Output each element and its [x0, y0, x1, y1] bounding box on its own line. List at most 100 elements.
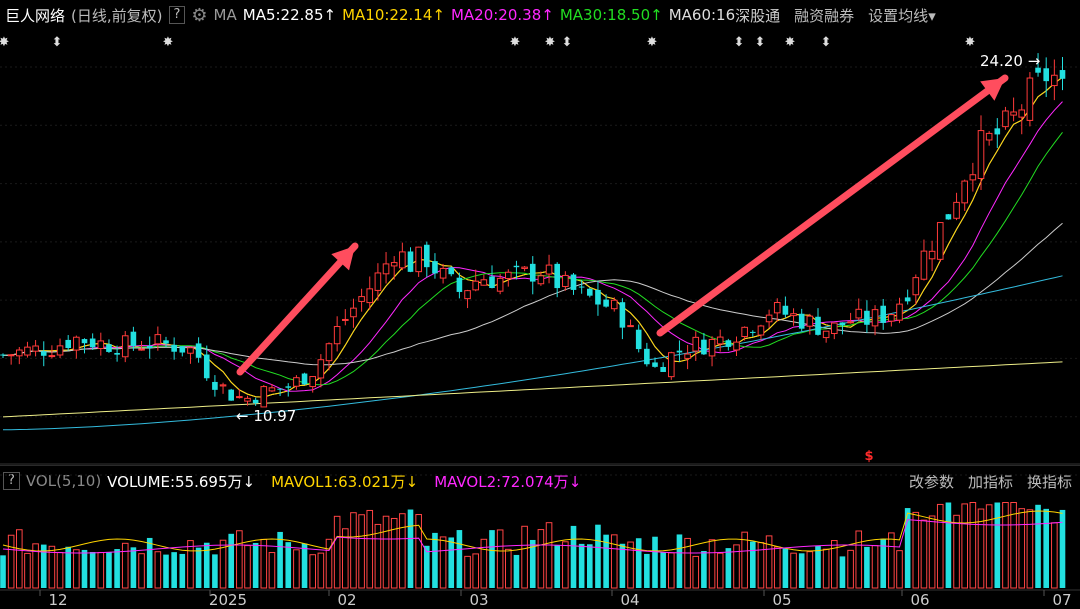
candle-body-up: [773, 301, 781, 314]
annotation-arrow-2: [656, 74, 1009, 337]
change-params-button[interactable]: 改参数: [908, 472, 954, 491]
candle-body-down: [994, 128, 1001, 135]
candle-body-down: [448, 267, 455, 275]
candle-body-up: [953, 201, 960, 219]
price-mode[interactable]: (日线,前复权): [71, 6, 163, 25]
candle-body-up: [138, 348, 145, 351]
volume-bar-up: [985, 504, 993, 589]
candle-body-up: [1002, 110, 1009, 128]
volume-bar-up: [741, 531, 748, 589]
x-axis-label: 03: [469, 591, 488, 609]
candle-body-down: [252, 399, 259, 404]
volume-bar-down: [529, 539, 536, 588]
vol-label[interactable]: VOL(5,10): [25, 472, 102, 490]
volume-bar-down: [130, 547, 137, 588]
volume-bar-down: [448, 537, 455, 588]
volume-bar-up: [73, 549, 80, 589]
x-axis-label: 02: [337, 591, 356, 609]
link-shenguTong[interactable]: 深股通: [735, 6, 781, 25]
volume-bar-up: [627, 541, 634, 589]
candle-body-down: [513, 265, 520, 268]
volume-bar-up: [831, 540, 838, 589]
ma-label[interactable]: MA: [213, 6, 237, 24]
volume-bar-down: [839, 556, 846, 588]
ma10-value: MA10:22.14↑: [342, 6, 445, 24]
candle-body-up: [382, 263, 390, 275]
candle-body-down: [1059, 70, 1066, 79]
volume-bar-down: [660, 552, 666, 588]
volume-bar-up: [293, 549, 300, 589]
candle-body-up: [121, 335, 129, 358]
candle-body-up: [268, 387, 276, 392]
volume-bar-up: [668, 552, 675, 589]
ma-line-30: [2, 131, 1063, 386]
volume-bar-up: [333, 515, 341, 589]
volume-value: VOLUME:55.695万↓: [107, 472, 256, 491]
help-button[interactable]: ?: [168, 6, 186, 24]
candle-body-up: [358, 296, 365, 302]
candle-body-down: [570, 274, 577, 290]
volume-bar-up: [325, 538, 333, 589]
candle-body-up: [496, 277, 504, 292]
link-margin-trading[interactable]: 融资融券: [794, 6, 855, 25]
candle-body-up: [73, 336, 80, 351]
event-marker: ✸: [545, 35, 556, 50]
candle-body-up: [790, 313, 797, 317]
event-marker: ✸: [0, 35, 10, 50]
candle-body-up: [545, 264, 553, 275]
volume-bar-down: [1059, 509, 1066, 588]
volume-bar-up: [505, 548, 512, 589]
volume-bar-up: [920, 519, 928, 589]
volume-bar-down: [994, 502, 1001, 588]
volume-bar-up: [32, 543, 39, 589]
volume-bar-down: [815, 545, 821, 588]
volume-bar-up: [260, 538, 268, 589]
volume-bar-down: [945, 502, 952, 588]
ma-line-250: [2, 361, 1063, 418]
switch-indicator-button[interactable]: 换指标: [1026, 472, 1072, 491]
volume-bar-up: [464, 555, 471, 589]
volume-bar-up: [969, 502, 977, 589]
candle-body-down: [489, 276, 495, 289]
vol-help-button[interactable]: ?: [3, 472, 20, 490]
volume-bar-up: [496, 529, 504, 589]
candle-body-up: [7, 354, 15, 357]
mavol1-line: [2, 510, 1063, 552]
candle-body-up: [399, 251, 406, 269]
candle-body-down: [432, 261, 438, 274]
volume-bar-up: [790, 552, 797, 589]
volume-bar-up: [562, 541, 569, 589]
add-indicator-button[interactable]: 加指标: [967, 472, 1013, 491]
candle-body-up: [733, 341, 740, 351]
candle-body-up: [985, 132, 993, 141]
volume-bar-down: [603, 534, 609, 588]
x-axis-label: 07: [1052, 591, 1071, 609]
high-price-label: 24.20 →: [980, 52, 1040, 70]
gear-icon[interactable]: ⚙: [191, 4, 208, 26]
annotation-arrow-1: [236, 242, 359, 376]
candle-body-down: [701, 339, 707, 355]
volume-bar-up: [928, 515, 936, 589]
candle-body-up: [1010, 111, 1017, 116]
candle-body-up: [32, 345, 39, 352]
volume-bar-down: [635, 538, 642, 588]
ma-line-60: [2, 222, 1063, 366]
ma30-value: MA30:18.50↑: [559, 6, 663, 24]
volume-bar-down: [106, 551, 112, 588]
candle-body-up: [439, 267, 447, 279]
candle-body-down: [81, 339, 88, 344]
ma60-value: MA60:16: [668, 6, 736, 24]
candle-body-up: [1051, 74, 1058, 87]
volume-bar-down: [782, 548, 789, 588]
mavol2-line: [2, 519, 1063, 554]
mavol2-value: MAVOL2:72.074万↓: [434, 472, 582, 491]
volume-bar-down: [587, 544, 593, 588]
chevron-down-icon: ▾: [928, 6, 936, 25]
candle-body-down: [163, 340, 169, 344]
volume-bar-down: [1043, 508, 1049, 588]
link-set-ma[interactable]: 设置均线▾: [868, 6, 936, 25]
volume-bar-down: [65, 546, 71, 588]
volume-bar-up: [16, 529, 23, 589]
volume-bar-up: [961, 503, 969, 589]
